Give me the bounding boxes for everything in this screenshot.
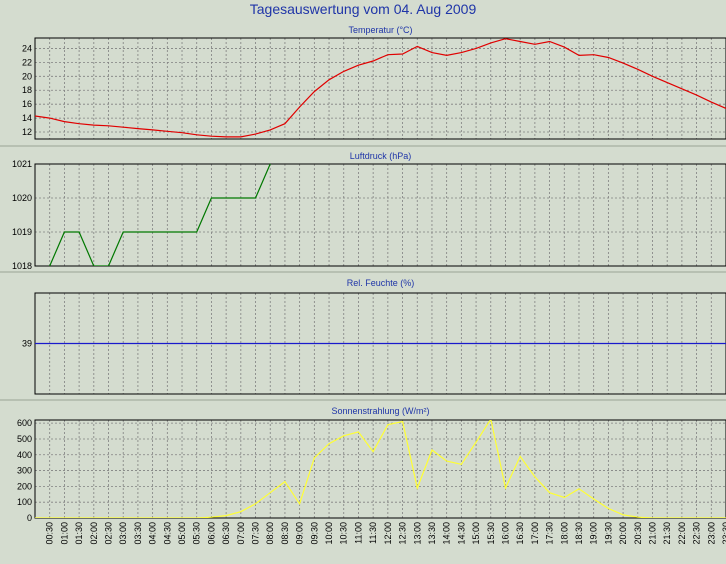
series-line-0: [35, 38, 726, 138]
x-tick-label: 22:30: [692, 522, 702, 545]
y-tick-label: 20: [22, 71, 32, 81]
y-tick-label: 1019: [12, 227, 32, 237]
y-tick-label: 16: [22, 99, 32, 109]
y-tick-label: 100: [17, 497, 32, 507]
plot-frame-1: [34, 163, 726, 267]
x-tick-label: 18:30: [574, 522, 584, 545]
y-tick-label: 1018: [12, 261, 32, 271]
x-tick-label: 19:00: [589, 522, 599, 545]
panel-title-0: Temperatur (°C): [348, 25, 412, 35]
x-tick-label: 13:00: [412, 522, 422, 545]
y-tick-label: 300: [17, 466, 32, 476]
x-tick-label: 19:30: [603, 522, 613, 545]
page-title: Tagesauswertung vom 04. Aug 2009: [249, 1, 477, 17]
x-tick-label: 00:30: [45, 522, 55, 545]
y-tick-label: 18: [22, 85, 32, 95]
y-tick-label: 12: [22, 127, 32, 137]
x-tick-label: 05:00: [177, 522, 187, 545]
series-line-3: [35, 420, 726, 518]
y-tick-label: 0: [27, 513, 32, 523]
panel-title-2: Rel. Feuchte (%): [347, 278, 415, 288]
y-tick-label: 39: [22, 339, 32, 349]
x-tick-label: 12:00: [383, 522, 393, 545]
x-tick-label: 07:30: [251, 522, 261, 545]
x-tick-label: 22:00: [677, 522, 687, 545]
x-tick-label: 09:00: [295, 522, 305, 545]
x-tick-label: 07:00: [236, 522, 246, 545]
x-tick-label: 02:00: [89, 522, 99, 545]
plot-area-0: [35, 38, 726, 139]
x-tick-label: 06:30: [221, 522, 231, 545]
x-tick-label: 12:30: [398, 522, 408, 545]
x-tick-label: 03:30: [133, 522, 143, 545]
x-tick-label: 21:00: [647, 522, 657, 545]
y-tick-label: 1020: [12, 193, 32, 203]
x-tick-label: 14:00: [442, 522, 452, 545]
y-tick-label: 14: [22, 113, 32, 123]
x-tick-label: 23:00: [706, 522, 716, 545]
x-tick-label: 14:30: [456, 522, 466, 545]
plot-area-1: [35, 164, 726, 266]
plot-frame-0: [34, 37, 726, 140]
x-tick-label: 11:30: [368, 522, 378, 544]
x-tick-label: 02:30: [104, 522, 114, 545]
plot-frame-3: [34, 419, 726, 519]
x-tick-label: 05:30: [192, 522, 202, 545]
x-tick-label: 13:30: [427, 522, 437, 545]
x-tick-label: 08:30: [280, 522, 290, 545]
x-tick-label: 23:30: [721, 522, 726, 545]
x-tick-label: 20:30: [633, 522, 643, 545]
x-tick-label: 03:00: [118, 522, 128, 545]
x-tick-label: 01:00: [59, 522, 69, 545]
series-line-1: [48, 164, 271, 266]
y-tick-label: 500: [17, 434, 32, 444]
y-tick-label: 400: [17, 450, 32, 460]
x-tick-label: 16:30: [515, 522, 525, 545]
x-tick-label: 08:00: [265, 522, 275, 545]
x-tick-label: 15:00: [471, 522, 481, 545]
x-tick-label: 17:00: [530, 522, 540, 545]
x-tick-label: 04:00: [148, 522, 158, 545]
panel-title-3: Sonnenstrahlung (W/m²): [331, 406, 429, 416]
y-tick-label: 600: [17, 418, 32, 428]
x-tick-label: 09:30: [309, 522, 319, 545]
x-tick-label: 18:00: [559, 522, 569, 545]
x-tick-label: 16:00: [500, 522, 510, 545]
y-tick-label: 24: [22, 43, 32, 53]
x-tick-label: 17:30: [545, 522, 555, 545]
panel-title-1: Luftdruck (hPa): [350, 151, 412, 161]
x-tick-label: 20:00: [618, 522, 628, 545]
x-tick-label: 06:00: [206, 522, 216, 545]
x-tick-label: 10:30: [339, 522, 349, 545]
x-tick-label: 01:30: [74, 522, 84, 545]
y-tick-label: 1021: [12, 159, 32, 169]
x-tick-label: 21:30: [662, 522, 672, 545]
plot-area-3: [35, 420, 726, 518]
y-tick-label: 22: [22, 57, 32, 67]
x-tick-label: 04:30: [162, 522, 172, 545]
x-tick-label: 10:00: [324, 522, 334, 545]
x-tick-label: 11:00: [353, 522, 363, 544]
x-tick-label: 15:30: [486, 522, 496, 545]
y-tick-label: 200: [17, 481, 32, 491]
